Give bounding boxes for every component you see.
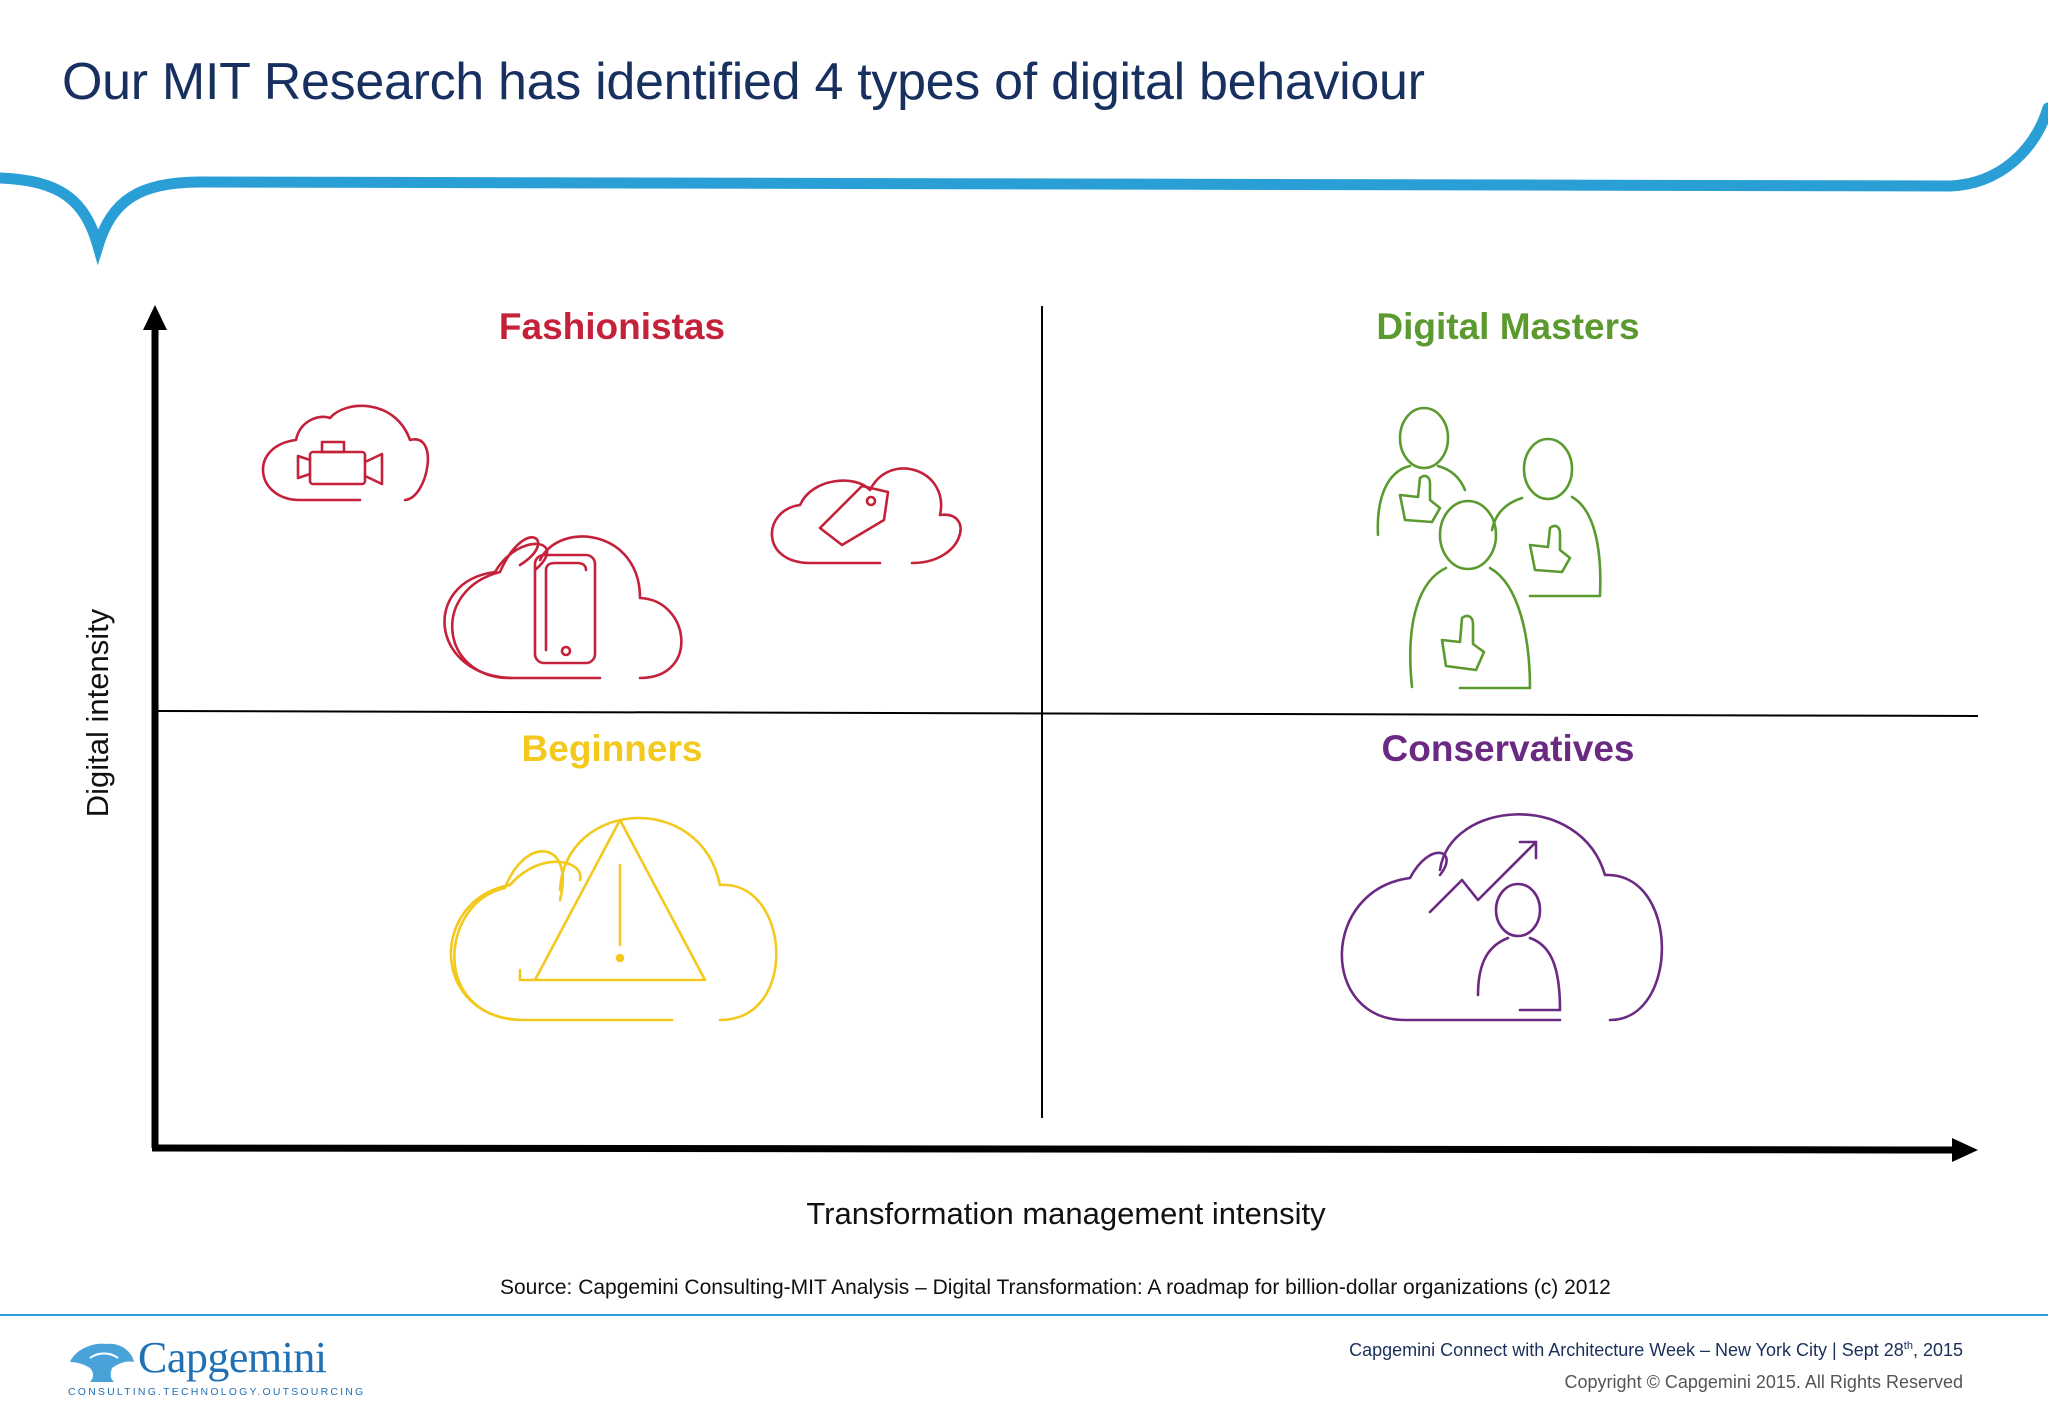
spade-logo-icon (70, 1343, 134, 1382)
event-text: Capgemini Connect with Architecture Week… (1349, 1340, 1904, 1360)
y-axis-label: Digital intensity (80, 608, 115, 818)
event-year: , 2015 (1912, 1340, 1963, 1360)
growth-person-cloud-icon (1340, 813, 1664, 1022)
header-swoosh (0, 102, 2048, 266)
warning-cloud-icon (449, 816, 778, 1022)
video-camera-cloud-icon (261, 404, 430, 502)
x-axis-arrow (1952, 1138, 1978, 1162)
people-thumbs-up-icon (1376, 406, 1602, 690)
x-axis-label: Transformation management intensity (806, 1196, 1326, 1231)
horizontal-divider (157, 710, 1979, 717)
copyright-notice: Copyright © Capgemini 2015. All Rights R… (1564, 1372, 1963, 1392)
quadrant-label-fashionistas: Fashionistas (498, 306, 726, 347)
event-info: Capgemini Connect with Architecture Week… (1349, 1340, 1963, 1361)
footer-divider (0, 1314, 2048, 1316)
quadrant-label-beginners: Beginners (521, 728, 703, 769)
logo-tagline: CONSULTING.TECHNOLOGY.OUTSOURCING (68, 1386, 366, 1398)
capgemini-logo: Capgemini CONSULTING.TECHNOLOGY.OUTSOURC… (66, 1332, 363, 1402)
event-superscript: th (1903, 1340, 1913, 1352)
mobile-phone-cloud-icon (443, 535, 683, 680)
price-tag-cloud-icon (770, 467, 962, 565)
logo-wordmark: Capgemini (138, 1333, 327, 1382)
quadrant-label-digital-masters: Digital Masters (1376, 306, 1640, 347)
source-citation: Source: Capgemini Consulting-MIT Analysi… (500, 1276, 1611, 1299)
slide-title: Our MIT Research has identified 4 types … (62, 53, 1425, 111)
y-axis-arrow (143, 305, 167, 330)
axes (143, 305, 1978, 1162)
quadrant-label-conservatives: Conservatives (1381, 728, 1635, 769)
